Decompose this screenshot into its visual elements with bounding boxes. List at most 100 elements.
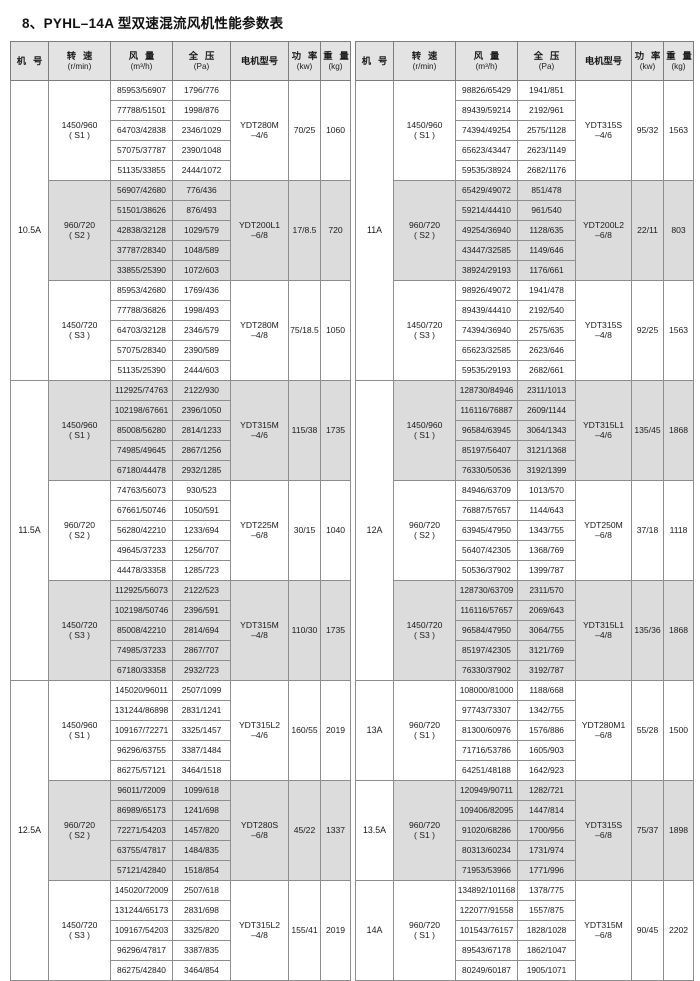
power-cell: 70/25 [288,80,321,181]
weight-cell: 2019 [320,880,351,981]
air-volume-cell: 65623/32585 [455,340,518,361]
total-pressure-cell: 3325/1457 [172,720,231,741]
machine-no-label: 机 号 [361,55,390,66]
speed-cell: 1450/720( S3 ) [48,280,111,381]
table-row: 81300/60976 1576/886 [356,720,694,741]
speed-value: 960/720 [63,219,96,230]
total-pressure-cell: 3121/1368 [517,440,576,461]
total-pressure-label: 全 压 [533,50,562,61]
total-pressure-cell: 2682/1176 [517,160,576,181]
table-row: 50536/37902 1399/787 [356,560,694,581]
air-volume-cell: 56407/42305 [455,540,518,561]
total-pressure-cell: 3387/835 [172,940,231,961]
speed-cell: 1450/960( S1 ) [393,380,456,481]
table-row: 1450/720( S3 ) 85953/42680 1769/436 YDT280M… [11,280,351,381]
speed-cell: 1450/720( S3 ) [48,580,111,681]
speed-cell: 1450/960( S1 ) [393,80,456,181]
speed-mode-tag: ( S1 ) [68,729,90,740]
weight-cell: 1735 [320,380,351,481]
air-volume-cell: 50536/37902 [455,560,518,581]
table-row: 76330/50536 3192/1399 [356,460,694,481]
total-pressure-cell: 1796/776 [172,80,231,101]
speed-mode-tag: ( S3 ) [68,929,90,940]
table-row: 51501/38626 876/493 [11,200,351,221]
motor-model-label: 电机型号 [240,55,279,66]
table-row: 49254/36940 1128/635 [356,220,694,241]
air-volume-cell: 120949/90711 [455,780,518,801]
motor-model-value: YDT225M [240,519,279,530]
motor-model-cell: YDT315S –4/6 [575,80,632,181]
motor-model-suffix: –6/8 [595,929,612,940]
air-volume-cell: 51135/33855 [110,160,173,181]
speed-cell: 960/720( S2 ) [393,180,456,281]
weight-cell: 1898 [663,780,694,881]
table-row: 74985/37233 2867/707 [11,640,351,661]
air-volume-cell: 108000/81000 [455,680,518,701]
power-label: 功 率 [291,50,320,61]
power-cell: 110/30 [288,580,321,681]
table-row: 116116/76887 2609/1144 [356,400,694,421]
air-volume-cell: 71716/53786 [455,740,518,761]
total-pressure-cell: 961/540 [517,200,576,221]
table-row: 71716/53786 1605/903 [356,740,694,761]
speed-cell: 1450/960( S1 ) [48,680,111,781]
table-body-left: 10.5A 1450/960( S1 ) 85953/56907 1796/776 YD… [10,80,351,981]
speed-value: 1450/720 [61,619,98,630]
air-volume-unit: (m³/h) [475,62,498,72]
air-volume-cell: 74394/49254 [455,120,518,141]
motor-model-suffix: –4/8 [251,929,268,940]
power-cell: 90/45 [631,880,664,981]
table-row: 85008/42210 2814/694 [11,620,351,641]
motor-model-value: YDT315M [240,619,279,630]
speed-value: 1450/720 [61,919,98,930]
weight-label: 重 量 [666,50,694,61]
motor-model-value: YDT280M [240,319,279,330]
speed-value: 1450/960 [61,419,98,430]
speed-value: 960/720 [408,919,441,930]
air-volume-cell: 109406/82095 [455,800,518,821]
motor-model-value: YDT315S [584,819,623,830]
spec-sheet-page: 8、PYHL–14A 型双速混流风机性能参数表 机 号 转 速 (r/min) [10,16,694,981]
total-pressure-cell: 1029/579 [172,220,231,241]
motor-model-cell: YDT315M –4/6 [230,380,289,481]
table-row: 12A 1450/960( S1 ) 128730/84946 2311/1013 YD… [355,380,694,681]
table-row: 85197/56407 3121/1368 [356,440,694,461]
total-pressure-cell: 1576/886 [517,720,576,741]
table-row: 1450/720( S3 ) 128730/63709 2311/570 YDT315… [356,580,694,681]
power-cell: 95/32 [631,80,664,181]
table-row: 14A 960/720( S1 ) 134892/101168 1378/775 YDT… [355,880,694,981]
air-volume-cell: 77788/36826 [110,300,173,321]
total-pressure-cell: 2609/1144 [517,400,576,421]
air-volume-cell: 122077/91558 [455,900,518,921]
speed-value: 960/720 [408,519,441,530]
speed-label: 转 速 [66,50,95,61]
total-pressure-cell: 2346/579 [172,320,231,341]
total-pressure-cell: 1518/854 [172,860,231,881]
air-volume-cell: 57121/42840 [110,860,173,881]
speed-cell: 960/720( S2 ) [48,480,111,581]
total-pressure-cell: 1941/478 [517,280,576,301]
table-row: 960/720( S2 ) 65429/49072 851/478 YDT200L2–… [356,180,694,281]
air-volume-cell: 128730/84946 [455,380,518,401]
table-row: 51135/33855 2444/1072 [11,160,351,181]
table-header-left: 机 号 转 速 (r/min) 风 量 (m³/h) 全 压 (Pa) [10,41,351,81]
air-volume-cell: 134892/101168 [455,880,518,901]
motor-model-suffix: –4/6 [251,429,268,440]
air-volume-cell: 71953/53966 [455,860,518,881]
table-row: 131244/86898 2831/1241 [11,700,351,721]
motor-model-cell: YDT315L2 –4/8 [230,880,289,981]
weight-cell: 1118 [663,480,694,581]
total-pressure-cell: 3325/820 [172,920,231,941]
speed-mode-tag: ( S1 ) [413,129,435,140]
weight-cell: 1060 [320,80,351,181]
speed-value: 1450/960 [406,119,443,130]
total-pressure-cell: 3464/1518 [172,760,231,781]
weight-cell: 1563 [663,280,694,381]
col-header-air-volume: 风 量 (m³/h) [110,41,173,81]
weight-cell: 1563 [663,80,694,181]
air-volume-cell: 44478/33358 [110,560,173,581]
speed-value: 1450/960 [61,719,98,730]
table-row: 56407/42305 1368/769 [356,540,694,561]
weight-label: 重 量 [323,50,351,61]
motor-model-cell: YDT315M –4/8 [230,580,289,681]
